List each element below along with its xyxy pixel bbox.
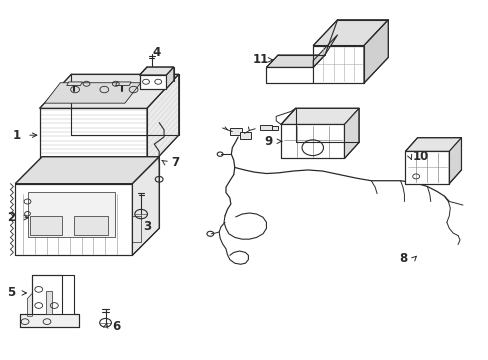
- Polygon shape: [281, 125, 344, 158]
- Polygon shape: [140, 67, 173, 75]
- Text: 10: 10: [412, 150, 428, 163]
- Polygon shape: [27, 293, 32, 316]
- Polygon shape: [27, 192, 115, 237]
- Polygon shape: [405, 151, 448, 184]
- Polygon shape: [281, 108, 358, 125]
- Polygon shape: [67, 82, 82, 86]
- Polygon shape: [140, 75, 166, 89]
- Polygon shape: [44, 83, 141, 103]
- Polygon shape: [260, 126, 271, 130]
- Polygon shape: [363, 20, 387, 83]
- Polygon shape: [20, 315, 79, 327]
- Text: 5: 5: [7, 287, 16, 300]
- Polygon shape: [271, 126, 277, 130]
- Text: 9: 9: [264, 135, 272, 148]
- Polygon shape: [46, 291, 52, 315]
- Polygon shape: [239, 132, 251, 139]
- Polygon shape: [313, 45, 363, 83]
- Polygon shape: [30, 216, 61, 235]
- Polygon shape: [266, 55, 325, 67]
- Polygon shape: [40, 74, 178, 108]
- Polygon shape: [166, 67, 173, 89]
- Text: 1: 1: [12, 129, 20, 142]
- Polygon shape: [15, 157, 159, 184]
- Text: 7: 7: [171, 156, 179, 168]
- Polygon shape: [15, 184, 132, 255]
- Text: 2: 2: [7, 211, 16, 224]
- Polygon shape: [344, 108, 358, 158]
- Polygon shape: [74, 216, 108, 235]
- Polygon shape: [40, 108, 147, 169]
- Polygon shape: [405, 138, 461, 151]
- Text: 8: 8: [398, 252, 407, 265]
- Polygon shape: [313, 35, 337, 67]
- Polygon shape: [132, 157, 159, 255]
- Polygon shape: [147, 74, 178, 169]
- Text: 4: 4: [152, 46, 161, 59]
- Polygon shape: [32, 275, 61, 316]
- Polygon shape: [115, 82, 131, 86]
- Polygon shape: [266, 67, 313, 83]
- Polygon shape: [448, 138, 461, 184]
- Text: 11: 11: [252, 53, 268, 66]
- Polygon shape: [229, 128, 241, 135]
- Polygon shape: [313, 20, 387, 45]
- Text: 3: 3: [142, 220, 151, 233]
- Text: 6: 6: [112, 320, 121, 333]
